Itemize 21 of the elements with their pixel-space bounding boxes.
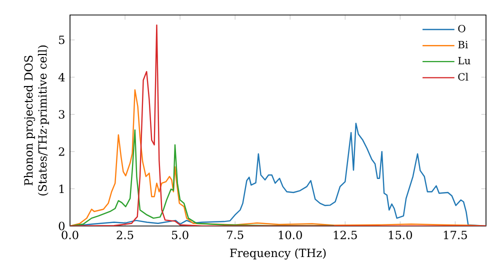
y-tick-label: 2 — [58, 147, 64, 156]
x-tick-label: 2.5 — [116, 230, 134, 240]
x-tick-label: 7.5 — [227, 230, 244, 240]
legend-label: Cl — [458, 72, 468, 81]
y-tick-label: 0 — [58, 222, 65, 230]
line-series — [70, 129, 335, 226]
x-axis-title: Frequency (THz) — [230, 248, 326, 260]
x-tick-label: 12.5 — [334, 230, 357, 240]
legend-label: Bi — [458, 40, 468, 48]
legend-label: O — [458, 24, 466, 32]
y-tick-label: 4 — [58, 72, 65, 82]
y-tick-label: 5 — [59, 36, 64, 44]
y-tick-label: 1 — [59, 184, 64, 193]
x-tick-label: 15.0 — [388, 230, 412, 240]
x-tick-label: 5.0 — [172, 230, 188, 240]
x-tick-label: 10.0 — [278, 230, 302, 240]
y-axis-title: Phonon projected DOS (States/THz·primitive cell) — [24, 46, 49, 196]
x-tick-label: 17.5 — [444, 230, 467, 240]
y-tick-label: 3 — [58, 110, 64, 119]
x-tick-label: 0.0 — [62, 230, 78, 240]
legend-label: Lu — [458, 56, 470, 64]
